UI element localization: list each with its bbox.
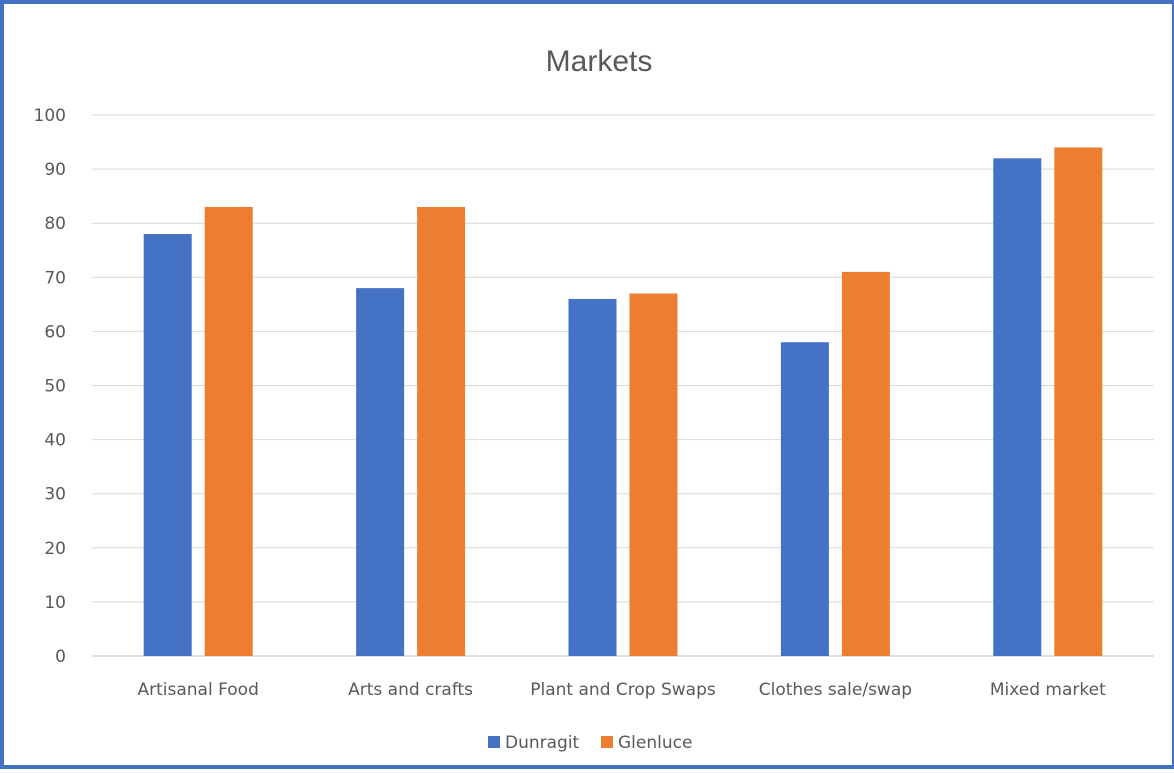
y-tick-label: 50 [44,377,66,397]
legend-swatch-glenluce [601,736,613,748]
bar-glenluce-4 [841,271,890,656]
bar-dunragit-2 [356,288,405,656]
bar-glenluce-2 [417,206,466,656]
x-category-label: Arts and crafts [348,680,473,700]
bars [143,147,1103,656]
bar-glenluce-3 [629,293,678,656]
chart-title: Markets [546,45,653,78]
x-category-label: Mixed market [990,680,1106,700]
bar-glenluce-5 [1054,147,1103,656]
legend-label-dunragit: Dunragit [505,733,580,753]
y-tick-label: 0 [55,647,66,667]
y-tick-label: 70 [44,268,66,288]
bar-chart: Markets 0 10 20 30 40 50 60 70 80 90 100 Artisanal… [34,45,1154,753]
x-category-label: Plant and Crop Swaps [530,680,716,700]
y-tick-label: 20 [44,539,66,559]
bar-dunragit-1 [143,234,192,656]
y-tick-label: 90 [44,160,66,180]
legend-swatch-dunragit [488,736,500,748]
legend-label-glenluce: Glenluce [618,733,692,753]
bar-dunragit-5 [993,158,1042,656]
y-tick-label: 10 [44,593,66,613]
bar-glenluce-1 [204,206,253,656]
y-axis-ticks: 0 10 20 30 40 50 60 70 80 90 100 [34,106,66,667]
x-category-label: Clothes sale/swap [759,680,912,700]
x-axis-categories: Artisanal Food Arts and crafts Plant and C… [138,680,1107,700]
bar-dunragit-4 [780,342,829,656]
y-tick-label: 30 [44,485,66,505]
legend: Dunragit Glenluce [488,733,692,753]
bar-dunragit-3 [568,298,617,656]
y-tick-label: 80 [44,214,66,234]
gridlines [92,114,1154,657]
y-tick-label: 60 [44,322,66,342]
y-tick-label: 100 [34,106,66,126]
x-category-label: Artisanal Food [138,680,259,700]
y-tick-label: 40 [44,431,66,451]
